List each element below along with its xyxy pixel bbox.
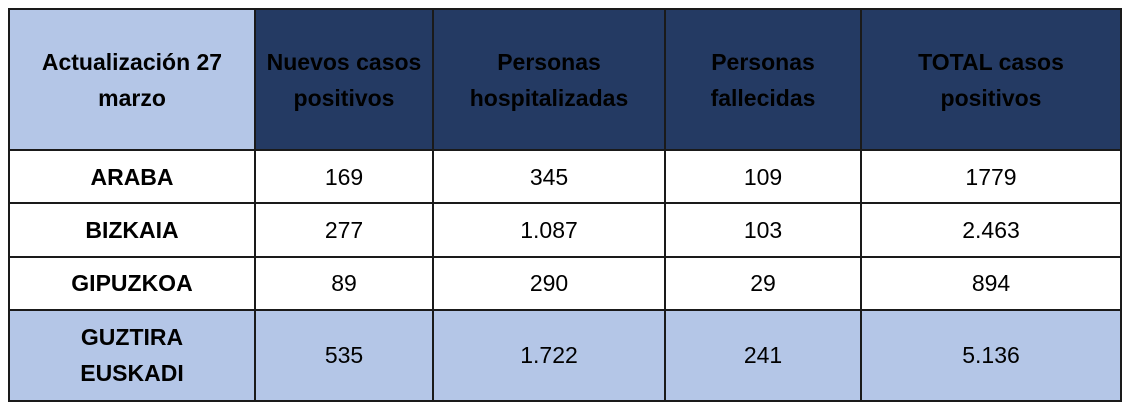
total-label-line1: GUZTIRA	[80, 324, 184, 351]
table-cell: 894	[860, 255, 1122, 311]
header-total-casos: TOTAL casos positivos	[860, 7, 1122, 152]
table-row: ARABA 169 345 109 1779	[8, 149, 1122, 205]
header-fallecidas: Personas fallecidas	[664, 7, 862, 152]
covid-data-table: Actualización 27 marzo Nuevos casos posi…	[8, 7, 1122, 403]
header-nuevos-casos: Nuevos casos positivos	[254, 7, 434, 152]
table-cell: 277	[254, 202, 434, 258]
table-cell: 169	[254, 149, 434, 205]
total-row: GUZTIRA EUSKADI 535 1.722 241 5.136	[8, 308, 1122, 403]
table-row: GIPUZKOA 89 290 29 894	[8, 255, 1122, 311]
table-cell: 290	[432, 255, 666, 311]
row-label-total: GUZTIRA EUSKADI	[8, 308, 256, 403]
row-label-bizkaia: BIZKAIA	[8, 202, 256, 258]
total-label-line2: EUSKADI	[80, 360, 184, 387]
table-cell: 1.087	[432, 202, 666, 258]
header-row: Actualización 27 marzo Nuevos casos posi…	[8, 7, 1122, 152]
table-cell: 345	[432, 149, 666, 205]
table-row: BIZKAIA 277 1.087 103 2.463	[8, 202, 1122, 258]
table-cell: 89	[254, 255, 434, 311]
row-label-araba: ARABA	[8, 149, 256, 205]
total-cell: 535	[254, 308, 434, 403]
table-cell: 2.463	[860, 202, 1122, 258]
table-cell: 103	[664, 202, 862, 258]
table-cell: 1779	[860, 149, 1122, 205]
table-cell: 29	[664, 255, 862, 311]
corner-header: Actualización 27 marzo	[8, 7, 256, 152]
table-cell: 109	[664, 149, 862, 205]
total-cell: 1.722	[432, 308, 666, 403]
header-hospitalizadas: Personas hospitalizadas	[432, 7, 666, 152]
row-label-gipuzkoa: GIPUZKOA	[8, 255, 256, 311]
total-cell: 241	[664, 308, 862, 403]
total-cell: 5.136	[860, 308, 1122, 403]
